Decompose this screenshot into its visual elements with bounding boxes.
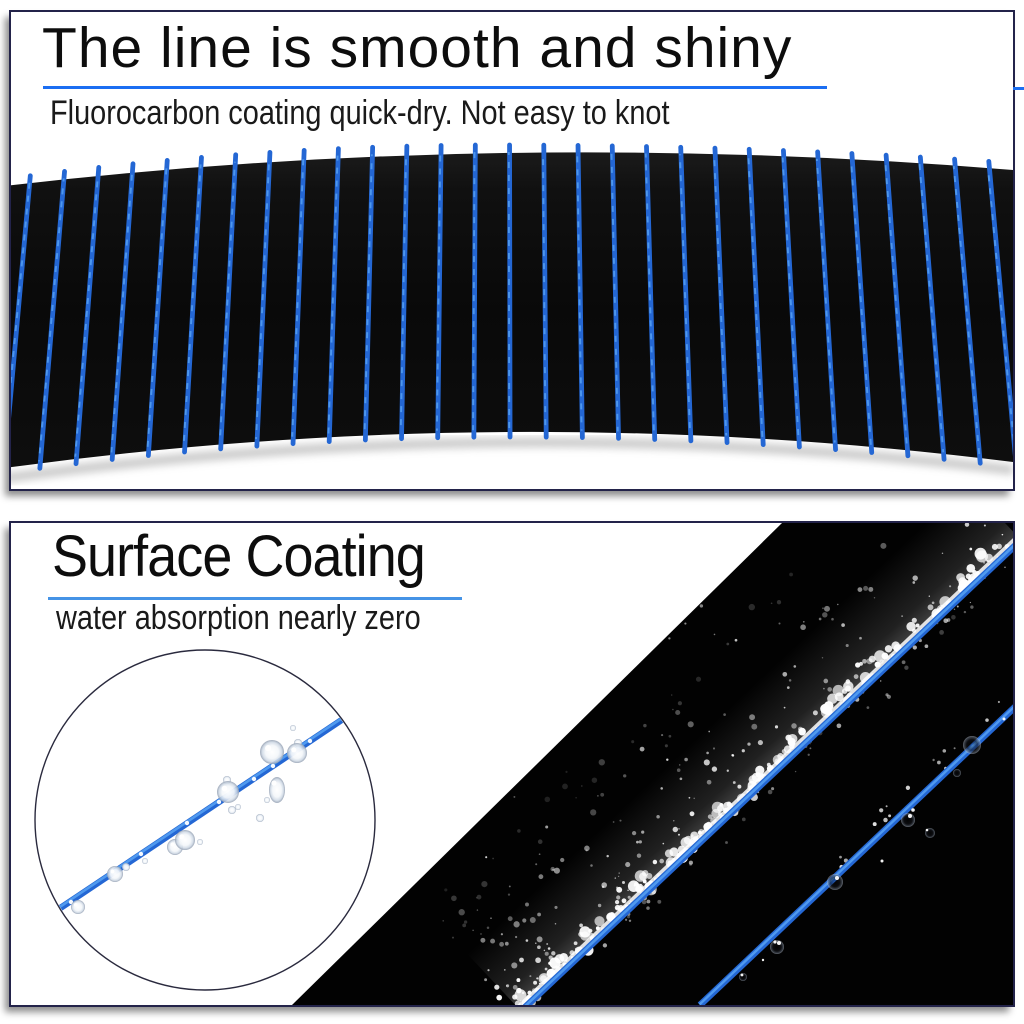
water-droplet <box>260 740 284 764</box>
water-droplet <box>107 866 123 882</box>
water-droplet <box>770 940 784 954</box>
water-droplet <box>953 769 961 777</box>
fishing-line-loop-highlight <box>38 178 65 462</box>
fishing-line-loop-highlight <box>678 154 692 434</box>
fishing-line-loops <box>11 142 1013 471</box>
water-droplet <box>235 804 241 810</box>
panel2-headline: Surface Coating <box>52 524 426 589</box>
fishing-line-loop-highlight <box>399 153 408 432</box>
water-droplet <box>228 806 236 814</box>
spray-glow-band <box>467 523 1013 1005</box>
fishing-line-loop <box>471 142 478 440</box>
coating-photo <box>34 523 1013 1005</box>
panel1-headline: The line is smooth and shiny <box>42 16 793 80</box>
magnified-line <box>36 700 369 930</box>
panel2-underline <box>48 597 462 600</box>
coated-line-secondary-highlight <box>698 704 1013 1005</box>
water-droplet <box>122 863 130 871</box>
fishing-line-loop-highlight <box>918 164 945 453</box>
underline-overflow-fragment <box>1013 87 1024 90</box>
water-droplet <box>901 813 915 827</box>
fishing-line-loop-highlight <box>255 159 271 440</box>
fishing-line-loop <box>435 143 444 441</box>
water-droplet <box>256 814 264 822</box>
droplet-highlight <box>291 747 297 753</box>
droplet-highlight <box>179 834 185 840</box>
panel1-underline <box>43 86 827 89</box>
fishing-line-loop-highlight <box>435 152 442 431</box>
water-droplet <box>175 830 195 850</box>
water-droplet <box>217 781 239 803</box>
fishing-line-loop-highlight <box>74 174 99 457</box>
coated-line-main-highlight <box>519 538 1013 1005</box>
magnifier-circle <box>34 649 376 991</box>
fishing-line-loop-highlight <box>218 161 236 442</box>
magnifier-inset <box>34 649 376 991</box>
fishing-line-loop-highlight <box>747 156 764 438</box>
droplet-highlight <box>265 745 272 752</box>
fishing-line-loop-highlight <box>182 164 202 446</box>
water-droplet <box>71 900 85 914</box>
fishing-line-loop <box>883 152 911 459</box>
water-droplet <box>269 777 285 803</box>
droplet-highlight <box>271 780 277 786</box>
droplet-highlight <box>170 842 175 847</box>
panel2-subtitle: water absorption nearly zero <box>56 599 421 637</box>
fishing-line-loop-highlight <box>713 155 728 436</box>
fishing-line-loop-highlight <box>987 168 1013 444</box>
spool-photo <box>11 142 1013 483</box>
fishing-line-loop-highlight <box>291 157 305 437</box>
fishing-line-loop-highlight <box>644 153 655 433</box>
fishing-line-loop-highlight <box>576 152 583 431</box>
water-droplet <box>287 743 307 763</box>
fishing-line-loop-highlight <box>884 162 909 449</box>
panel-surface-coating: Surface Coating water absorption nearly … <box>9 521 1015 1007</box>
water-droplet <box>264 797 270 803</box>
fishing-line-loop-highlight <box>952 166 981 457</box>
fishing-line-loop-highlight <box>363 154 373 433</box>
droplet-highlight <box>73 902 78 907</box>
water-droplet <box>290 725 296 731</box>
water-droplet <box>142 858 148 864</box>
water-droplet <box>963 736 981 754</box>
panel1-subtitle: Fluorocarbon coating quick-dry. Not easy… <box>50 94 670 132</box>
water-droplet <box>197 839 203 845</box>
spray-and-lines <box>442 523 1013 1005</box>
droplet-highlight <box>110 869 115 874</box>
fishing-line-loop-highlight <box>850 160 872 446</box>
fishing-line-loop <box>109 161 136 462</box>
fishing-line-loop-highlight <box>110 170 134 453</box>
fishing-line-loop-highlight <box>781 157 800 440</box>
water-droplet <box>827 874 843 890</box>
fishing-line-loop-highlight <box>542 152 547 431</box>
fishing-line-loop-highlight <box>815 158 836 443</box>
spool-shadow <box>11 437 1013 483</box>
droplet-highlight <box>221 785 228 792</box>
panel-smooth-shiny: The line is smooth and shiny Fluorocarbo… <box>9 10 1015 491</box>
fishing-line-loop <box>781 148 802 450</box>
fishing-line-loop <box>986 158 1013 457</box>
